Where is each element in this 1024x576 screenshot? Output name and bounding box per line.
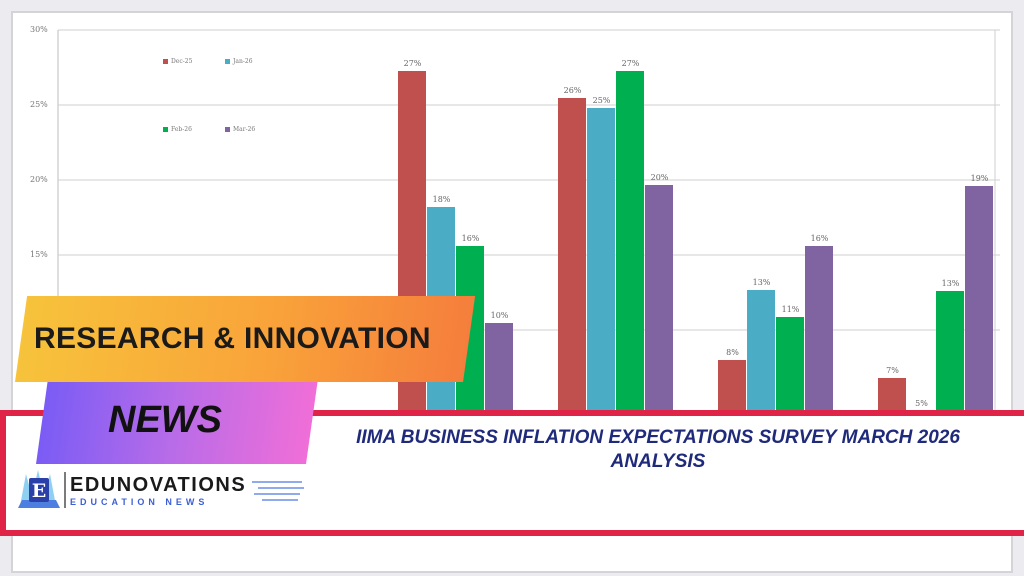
data-label: 26% — [563, 85, 582, 95]
data-label: 10% — [490, 310, 509, 320]
data-label: 19% — [970, 174, 989, 183]
y-tick-label: 25% — [30, 100, 48, 109]
data-label: 16% — [810, 234, 829, 243]
legend-swatch — [163, 127, 168, 132]
legend-item: Dec-25 — [163, 58, 192, 65]
chart-bar — [936, 291, 964, 410]
article-headline[interactable]: IIMA BUSINESS INFLATION EXPECTATIONS SUR… — [356, 427, 960, 472]
data-label: 5% — [915, 399, 928, 408]
y-tick-label: 30% — [30, 25, 48, 34]
chart-bar — [776, 316, 804, 410]
y-tick-label: 20% — [30, 175, 48, 184]
chart-bar — [616, 70, 644, 410]
legend-item: Jan-26 — [225, 58, 253, 65]
data-label: 25% — [592, 96, 611, 105]
data-label: 27% — [403, 58, 422, 68]
chart-bar — [645, 184, 673, 410]
legend-swatch — [225, 127, 230, 132]
chart-bar — [485, 322, 513, 410]
chart-bar — [805, 246, 833, 410]
legend-label: Dec-25 — [171, 58, 193, 65]
logo-tagline: EDUCATION NEWS — [70, 497, 209, 507]
legend-swatch — [225, 59, 230, 64]
speed-lines-icon — [252, 481, 304, 501]
chart-bar — [747, 289, 775, 410]
research-banner-label: RESEARCH & INNOVATION — [34, 322, 431, 355]
legend-swatch — [163, 59, 168, 64]
svg-text:E: E — [32, 480, 46, 502]
y-tick-label: 15% — [30, 250, 48, 259]
data-label: 16% — [461, 234, 480, 243]
legend-item: Feb-26 — [163, 126, 192, 133]
legend-label: Mar-26 — [233, 126, 256, 133]
edunovations-logo-icon: E — [18, 470, 60, 508]
data-label: 8% — [726, 348, 739, 357]
data-label: 27% — [621, 58, 640, 68]
data-label: 20% — [650, 172, 669, 182]
chart-bar — [878, 378, 906, 410]
legend-label: Feb-26 — [171, 126, 192, 133]
panel-accent — [0, 410, 6, 536]
logo-wordmark[interactable]: EDUNOVATIONS — [70, 474, 247, 496]
chart-bar — [587, 108, 615, 410]
data-label: 11% — [781, 304, 800, 314]
data-label: 7% — [886, 366, 899, 375]
chart-bar — [718, 360, 746, 410]
data-label: 13% — [752, 277, 771, 287]
data-label: 18% — [432, 195, 451, 204]
data-label: 13% — [941, 279, 960, 288]
legend-label: Jan-26 — [233, 58, 253, 65]
chart-bar — [558, 97, 586, 410]
logo-divider — [64, 472, 66, 508]
news-banner-label: NEWS — [108, 399, 222, 441]
chart-bar — [965, 186, 993, 410]
legend-item: Mar-26 — [225, 126, 255, 133]
